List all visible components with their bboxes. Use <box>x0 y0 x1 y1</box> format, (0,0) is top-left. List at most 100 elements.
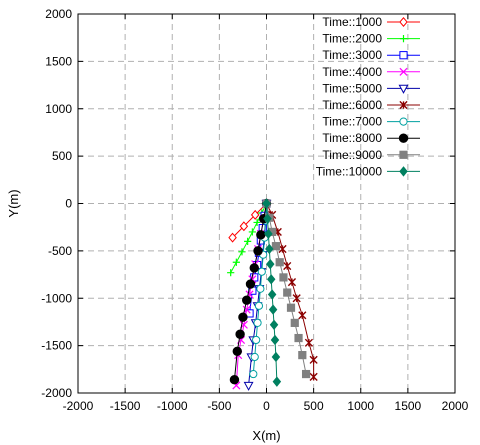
data-point <box>283 261 292 271</box>
series-time-10000 <box>262 198 282 387</box>
y-tick-label: 2000 <box>45 7 72 21</box>
x-tick-label: 1000 <box>347 399 374 413</box>
legend-label: Time::5000 <box>322 81 382 95</box>
data-point <box>298 351 307 360</box>
legend-item: Time::4000 <box>322 65 420 79</box>
legend-swatch-marker <box>399 100 408 110</box>
data-point <box>238 312 248 322</box>
data-point <box>229 375 240 385</box>
data-point <box>249 369 258 379</box>
data-point <box>250 209 260 220</box>
data-point <box>252 335 261 345</box>
data-point <box>309 355 318 364</box>
data-point <box>253 218 261 227</box>
y-tick-label: 0 <box>65 197 72 211</box>
data-point <box>244 237 252 245</box>
data-point <box>272 376 282 387</box>
x-tick-label: -500 <box>207 399 231 413</box>
legend-label: Time::10000 <box>316 164 383 178</box>
data-point <box>262 198 271 209</box>
legend-item: Time::10000 <box>316 164 420 178</box>
legend-item: Time::7000 <box>322 115 420 129</box>
y-axis-label: Y(m) <box>6 189 21 217</box>
data-point <box>232 346 242 357</box>
legend-item: Time::2000 <box>322 32 420 46</box>
y-tick-label: 500 <box>52 149 72 163</box>
legend-label: Time::4000 <box>322 65 382 79</box>
legend-swatch-marker <box>398 133 409 143</box>
data-point <box>268 304 278 315</box>
data-point <box>301 369 311 379</box>
data-point <box>309 372 318 381</box>
series-time-9000 <box>262 199 311 379</box>
legend-swatch-marker <box>399 35 408 43</box>
data-point <box>266 274 276 285</box>
data-point <box>257 267 266 276</box>
x-tick-label: 1500 <box>395 399 422 413</box>
data-point <box>271 242 281 251</box>
data-point <box>249 263 259 273</box>
legend-swatch-marker <box>399 150 408 159</box>
x-tick-label: 500 <box>304 399 324 413</box>
legend-swatch-marker <box>399 17 408 27</box>
legend-item: Time::5000 <box>322 81 420 95</box>
legend-label: Time::8000 <box>322 131 382 145</box>
data-point <box>292 294 301 303</box>
data-point <box>238 248 246 256</box>
legend-item: Time::9000 <box>322 148 420 162</box>
data-point <box>266 258 275 270</box>
data-point <box>270 334 280 346</box>
data-point <box>239 221 249 232</box>
data-point <box>250 352 259 362</box>
legend-swatch-marker <box>399 51 408 60</box>
y-tick-label: 1500 <box>45 54 72 68</box>
series-layer <box>227 198 318 391</box>
legend-label: Time::2000 <box>322 32 382 46</box>
data-point <box>290 318 299 327</box>
x-axis-label: X(m) <box>252 428 280 443</box>
grid <box>78 14 455 393</box>
legend-item: Time::1000 <box>322 15 420 29</box>
y-tick-label: -500 <box>48 244 72 258</box>
legend-label: Time::7000 <box>322 115 382 129</box>
legend-item: Time::3000 <box>322 48 420 62</box>
x-tick-label: -1000 <box>157 399 188 413</box>
y-tick-label: -2000 <box>41 386 72 400</box>
data-point <box>267 289 277 300</box>
data-point <box>227 269 235 277</box>
series-time-8000 <box>229 198 272 385</box>
x-tick-label: 0 <box>263 399 270 413</box>
data-point <box>265 243 274 255</box>
legend: Time::1000Time::2000Time::3000Time::4000… <box>316 15 420 178</box>
legend-swatch-marker <box>399 117 408 126</box>
x-tick-label: -1500 <box>110 399 141 413</box>
data-point <box>275 258 284 267</box>
data-point <box>242 295 252 305</box>
legend-label: Time::3000 <box>322 48 382 62</box>
legend-label: Time::1000 <box>322 15 382 29</box>
y-tick-label: -1000 <box>41 291 72 305</box>
legend-label: Time::9000 <box>322 148 382 162</box>
series-line <box>232 203 267 238</box>
legend-swatch-marker <box>398 84 409 94</box>
data-point <box>287 278 297 287</box>
data-point <box>235 329 245 339</box>
data-point <box>256 284 265 293</box>
x-tick-label: 2000 <box>442 399 469 413</box>
data-point <box>263 213 272 224</box>
data-point <box>294 333 303 343</box>
data-point <box>228 232 237 243</box>
data-point <box>256 230 266 240</box>
y-tick-label: 1000 <box>45 102 72 116</box>
data-point <box>243 381 254 391</box>
axis-ticks: -2000 -1500 -1000 -500 0 500 1000 1500 2000 2000 1… <box>41 7 468 413</box>
data-point <box>279 273 288 282</box>
legend-swatch-marker <box>399 166 408 177</box>
data-point <box>304 338 314 347</box>
data-point <box>269 319 279 330</box>
data-point <box>253 246 263 256</box>
data-point <box>264 228 273 240</box>
legend-item: Time::8000 <box>322 131 420 145</box>
legend-swatch-marker <box>399 67 408 76</box>
